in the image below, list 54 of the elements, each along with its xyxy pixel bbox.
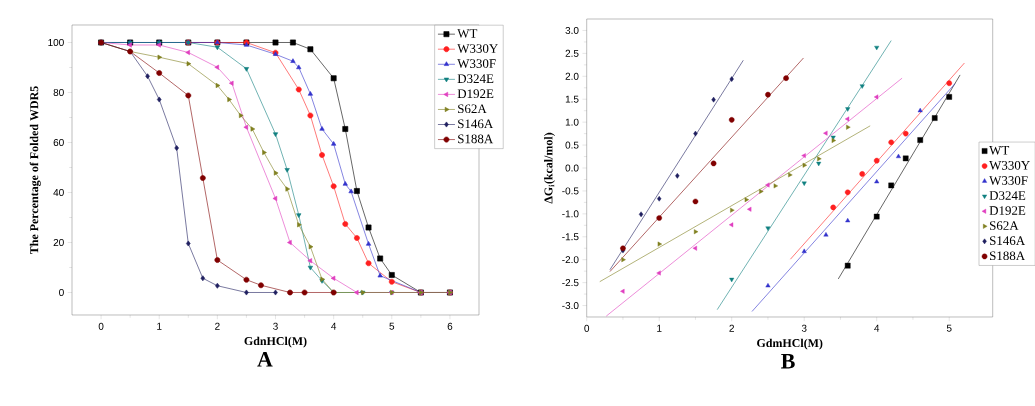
y-tick-label: -1.5 [562,233,579,241]
x-tick-label: 5 [389,322,395,330]
legend-label: WT [457,29,478,38]
legend-label: D192E [457,89,494,99]
y-tick-label: 0.0 [565,164,579,172]
legend-label: W330Y [457,44,498,53]
x-tick-label: 3 [273,322,278,330]
y-tick-label: 3.0 [565,26,579,34]
y-tick-label: 0 [59,288,64,297]
text: A [257,352,273,367]
legend-label: W330F [457,59,496,69]
y-tick-label: 40 [53,188,64,197]
y-tick-label: -2.5 [562,279,579,287]
x-tick-label: 6 [447,322,453,330]
x-tick-label: 0 [584,324,590,332]
x-tick-label: 4 [331,322,337,330]
x-axis-title: GdmHCl(M) [757,338,823,350]
x-tick-label: 1 [157,322,162,330]
x-tick-label: 0 [98,322,104,330]
legend-label: D324E [457,74,494,84]
text: B [781,354,795,369]
x-tick-label: 2 [729,324,734,332]
x-tick-label: 5 [946,324,952,332]
legend-label: W330Y [989,161,1030,170]
legend-label: S146A [990,236,1026,246]
legend-label: WT [989,146,1010,155]
legend-label: D324E [989,191,1026,200]
legend-label: S146A [458,119,494,129]
y-tick-label: 60 [53,138,64,147]
x-tick-label: 3 [801,324,807,332]
legend-label: S188A [990,251,1026,261]
y-tick-label: 1.5 [565,95,579,103]
y-axis-title: ΔG$_{i}$(kcal/mol) [544,132,555,204]
legend-label: S62A [458,104,487,114]
y-tick-label: 100 [48,38,64,47]
y-tick-label: 2.5 [565,49,579,57]
x-axis-title: GdnHCl(M) [244,336,307,348]
y-tick-label: -3.0 [562,302,579,310]
legend-label: S62A [990,221,1019,230]
x-tick-label: 1 [657,324,662,332]
y-tick-label: 0.5 [565,141,579,149]
legend-label: W330F [989,176,1028,185]
y-tick-label: -2.0 [562,256,579,264]
y-tick-label: 2.0 [565,72,579,80]
y-tick-label: -1.0 [562,210,579,218]
y-axis-title: The Percentage of Folded WDR5 [29,86,41,255]
y-tick-label: 1.0 [565,118,579,126]
y-tick-label: -0.5 [562,187,579,195]
x-tick-label: 2 [215,322,220,330]
legend-label: S188A [458,134,494,144]
y-tick-label: 20 [53,238,64,247]
x-tick-label: 4 [874,324,880,332]
y-tick-label: 80 [53,88,64,97]
legend-label: D192E [989,206,1026,215]
